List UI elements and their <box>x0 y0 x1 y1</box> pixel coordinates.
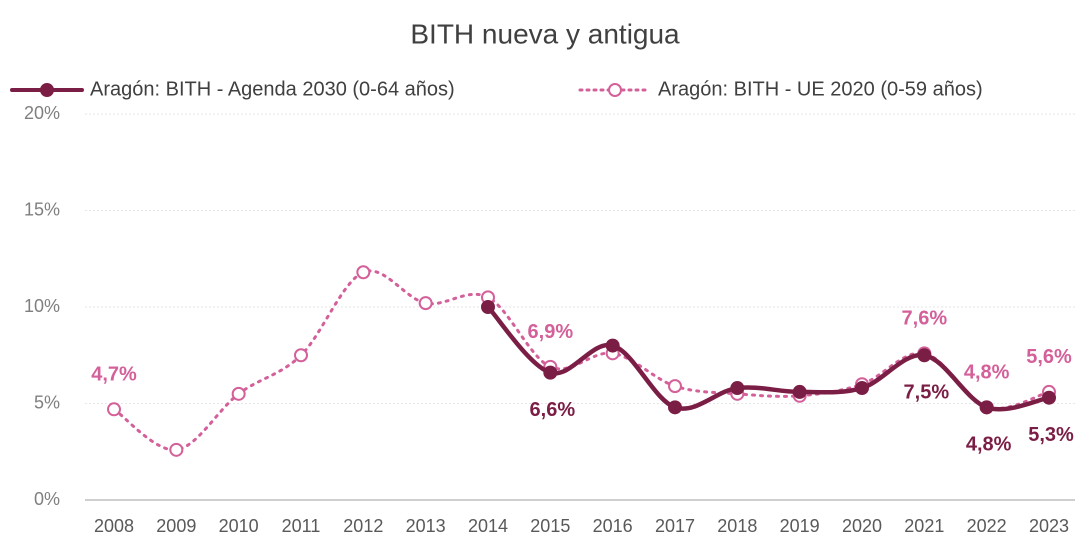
x-tick-label: 2015 <box>530 516 570 536</box>
x-tick-label: 2019 <box>780 516 820 536</box>
y-tick-label: 15% <box>24 199 60 219</box>
data-label: 6,9% <box>528 321 574 343</box>
data-point <box>107 402 121 417</box>
data-point <box>668 379 682 394</box>
series-line <box>485 304 1052 412</box>
data-point <box>668 400 682 415</box>
x-tick-label: 2022 <box>967 516 1007 536</box>
data-label: 6,6% <box>530 399 576 421</box>
data-point <box>1042 390 1056 405</box>
data-label: 4,7% <box>91 364 137 386</box>
data-point <box>792 384 807 399</box>
x-tick-label: 2013 <box>406 516 446 536</box>
data-label: 7,6% <box>902 308 948 330</box>
legend-label: Aragón: BITH - UE 2020 (0-59 años) <box>658 78 983 100</box>
data-label: 4,8% <box>966 434 1012 456</box>
data-label: 5,6% <box>1026 346 1072 368</box>
data-point <box>169 442 184 457</box>
data-point <box>855 381 869 396</box>
data-point <box>730 381 745 396</box>
y-tick-label: 5% <box>34 392 60 412</box>
x-tick-label: 2021 <box>904 516 944 536</box>
chart-title: BITH nueva y antigua <box>410 18 680 49</box>
data-point <box>543 365 558 380</box>
x-tick-label: 2017 <box>655 516 695 536</box>
data-point <box>481 300 495 314</box>
y-tick-label: 0% <box>34 489 60 509</box>
x-tick-label: 2011 <box>282 516 321 536</box>
x-tick-label: 2010 <box>219 516 259 536</box>
x-tick-label: 2014 <box>468 516 508 536</box>
y-tick-label: 10% <box>24 296 60 316</box>
data-point <box>356 265 371 280</box>
data-point <box>418 296 433 311</box>
x-tick-label: 2008 <box>94 516 134 536</box>
data-point <box>231 386 246 401</box>
series-line <box>112 269 1051 452</box>
x-tick-label: 2023 <box>1029 516 1069 536</box>
legend-marker <box>40 83 54 97</box>
x-tick-label: 2020 <box>842 516 882 536</box>
x-tick-label: 2018 <box>717 516 757 536</box>
y-tick-label: 20% <box>24 103 60 123</box>
x-tick-label: 2012 <box>343 516 383 536</box>
legend-label: Aragón: BITH - Agenda 2030 (0-64 años) <box>90 78 455 100</box>
data-label: 4,8% <box>964 362 1010 384</box>
data-label: 7,5% <box>904 382 950 404</box>
x-tick-label: 2016 <box>593 516 633 536</box>
data-point <box>605 338 620 353</box>
x-tick-label: 2009 <box>156 516 196 536</box>
data-point <box>917 348 932 363</box>
data-point <box>979 400 994 415</box>
legend-marker <box>608 83 622 97</box>
data-point <box>294 348 308 363</box>
data-label: 5,3% <box>1028 424 1074 446</box>
